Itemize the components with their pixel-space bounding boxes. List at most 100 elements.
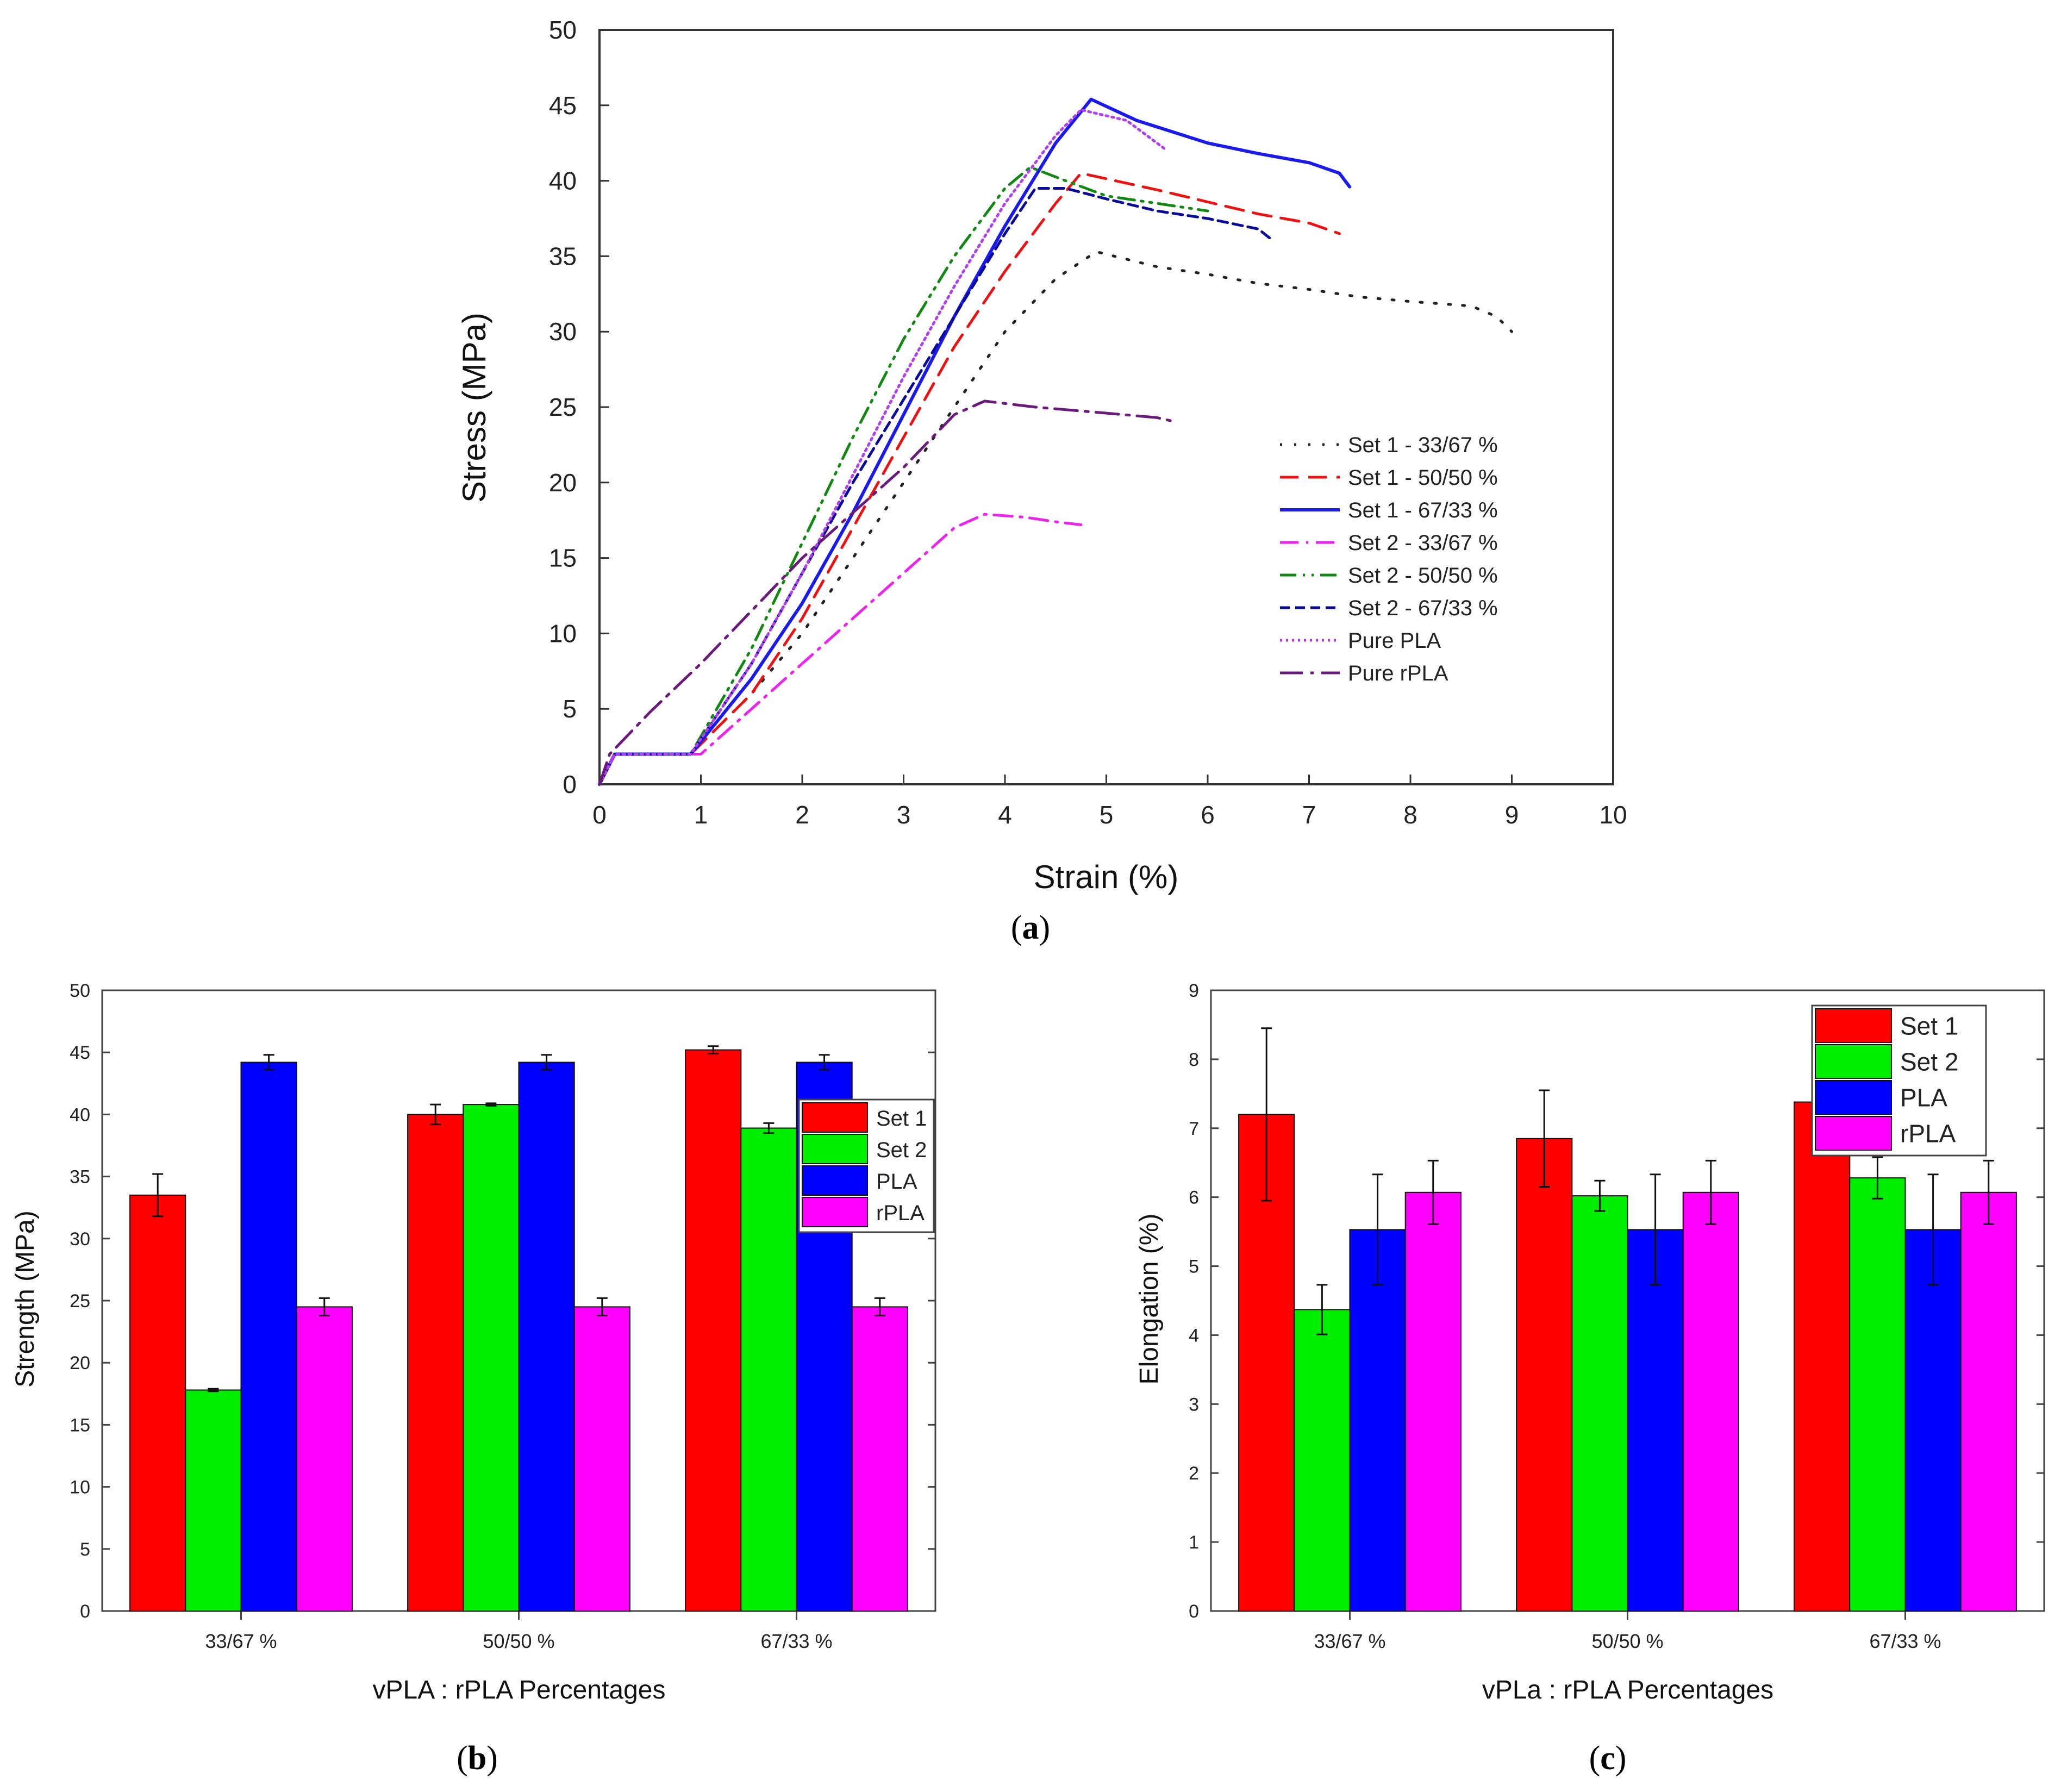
y-tick-label: 30 xyxy=(549,317,577,346)
legend-swatch-set-1 xyxy=(802,1102,868,1133)
legend-label: Pure PLA xyxy=(1348,629,1441,653)
legend-label: PLA xyxy=(1900,1084,1947,1112)
y-tick-label: 10 xyxy=(549,619,577,647)
y-tick-label: 7 xyxy=(1189,1119,1199,1139)
y-tick-label: 50 xyxy=(70,981,90,1001)
x-tick-label: 1 xyxy=(694,801,708,829)
y-tick-label: 5 xyxy=(563,695,577,723)
bar-rpla xyxy=(1682,1191,1739,1612)
x-category-label: 50/50 % xyxy=(483,1630,554,1652)
y-tick-label: 3 xyxy=(1189,1394,1199,1415)
y-tick-label: 35 xyxy=(70,1167,90,1188)
y-tick-label: 25 xyxy=(70,1291,90,1312)
series-line-1 xyxy=(598,250,1513,786)
bar-rpla xyxy=(1960,1191,2017,1612)
y-tick-label: 8 xyxy=(1189,1050,1199,1070)
panel-c-x-axis-label: vPLa : rPLA Percentages xyxy=(1482,1676,1773,1704)
legend-swatch-pla xyxy=(1815,1080,1892,1115)
x-tick-label: 6 xyxy=(1201,801,1215,829)
x-tick-label: 7 xyxy=(1302,801,1316,829)
legend-label: Set 1 xyxy=(876,1107,927,1131)
panel-b-legend: Set 1 Set 2 PLA rPLA xyxy=(798,1098,935,1233)
legend-label: Set 2 - 50/50 % xyxy=(1348,564,1498,588)
bar-set-1 xyxy=(129,1194,186,1612)
panel-b-x-axis-label: vPLA : rPLA Percentages xyxy=(373,1676,666,1704)
legend-label: Set 1 - 33/67 % xyxy=(1348,433,1498,457)
bar-set-2 xyxy=(740,1127,797,1612)
bar-set-2 xyxy=(185,1389,242,1612)
bar-set-1 xyxy=(1794,1101,1851,1612)
series-line-8 xyxy=(598,399,1179,786)
legend-label: rPLA xyxy=(1900,1120,1956,1148)
panel-a-y-axis-label: Stress (MPa) xyxy=(456,313,492,503)
x-category-label: 50/50 % xyxy=(1591,1630,1663,1652)
y-tick-label: 45 xyxy=(549,91,577,120)
x-tick-label: 3 xyxy=(897,801,911,829)
bar-pla xyxy=(240,1062,297,1612)
legend-label: Set 1 xyxy=(1900,1012,1958,1040)
legend-swatch-rpla xyxy=(1815,1116,1892,1151)
panel-a-caption: (a) xyxy=(1011,909,1050,946)
y-tick-label: 50 xyxy=(549,16,577,44)
legend-label: Set 2 xyxy=(876,1138,927,1162)
panel-b-caption: (b) xyxy=(457,1740,498,1777)
y-tick-label: 40 xyxy=(70,1104,90,1125)
bar-set-1 xyxy=(1516,1138,1573,1612)
y-tick-label: 15 xyxy=(549,544,577,572)
series-line-4 xyxy=(598,513,1083,786)
bar-pla xyxy=(1904,1229,1962,1612)
bar-pla xyxy=(1627,1229,1684,1612)
y-tick-label: 0 xyxy=(80,1601,90,1622)
y-tick-label: 20 xyxy=(549,469,577,497)
y-tick-label: 4 xyxy=(1189,1325,1199,1346)
legend-swatch-set-1 xyxy=(1815,1008,1892,1043)
y-tick-label: 1 xyxy=(1189,1532,1199,1553)
x-tick-label: 8 xyxy=(1403,801,1417,829)
bar-set-2 xyxy=(1294,1309,1351,1612)
x-tick-label: 5 xyxy=(1100,801,1114,829)
legend-swatch-set-2 xyxy=(802,1134,868,1164)
y-tick-label: 2 xyxy=(1189,1463,1199,1484)
panel-c-caption: (c) xyxy=(1589,1740,1627,1777)
y-tick-label: 30 xyxy=(70,1229,90,1250)
panel-b-y-axis-label: Strength (MPa) xyxy=(11,1210,40,1387)
x-category-label: 67/33 % xyxy=(1869,1630,1941,1652)
bar-rpla xyxy=(1404,1191,1462,1612)
x-tick-label: 2 xyxy=(795,801,809,829)
y-tick-label: 5 xyxy=(1189,1257,1199,1277)
y-tick-label: 20 xyxy=(70,1353,90,1373)
y-tick-label: 9 xyxy=(1189,981,1199,1001)
bar-set-2 xyxy=(1571,1195,1628,1612)
y-tick-label: 0 xyxy=(1189,1601,1199,1622)
y-tick-label: 5 xyxy=(80,1539,90,1560)
x-category-label: 33/67 % xyxy=(1314,1630,1385,1652)
y-tick-label: 10 xyxy=(70,1477,90,1498)
legend-swatch-set-2 xyxy=(1815,1044,1892,1079)
x-tick-label: 9 xyxy=(1505,801,1519,829)
x-category-label: 67/33 % xyxy=(760,1630,832,1652)
y-tick-label: 25 xyxy=(549,393,577,421)
legend-swatch-pla xyxy=(802,1165,868,1196)
x-tick-label: 4 xyxy=(998,801,1012,829)
legend-label: Set 1 - 67/33 % xyxy=(1348,498,1498,522)
panel-c-elongation-bar-chart: 0 1 2 3 4 5 6 7 8 9 33/67 % 50/50 % 67/33 % vPLa : r… xyxy=(1135,981,2045,1777)
y-tick-label: 15 xyxy=(70,1415,90,1435)
panel-c-y-axis-label: Elongation (%) xyxy=(1135,1214,1164,1385)
bar-rpla xyxy=(296,1306,353,1612)
bar-rpla xyxy=(573,1306,630,1612)
y-tick-label: 45 xyxy=(70,1042,90,1063)
y-tick-label: 35 xyxy=(549,242,577,270)
panel-a-x-axis-label: Strain (%) xyxy=(1034,859,1179,895)
legend-label: Set 2 - 67/33 % xyxy=(1348,596,1498,620)
legend-label: Set 2 xyxy=(1900,1048,1958,1076)
legend-label: rPLA xyxy=(876,1201,925,1225)
bar-set-2 xyxy=(1849,1177,1906,1612)
panel-b-strength-bar-chart: 0 5 10 15 20 25 30 35 40 45 50 33/67 % 50/50 % 67/33 … xyxy=(11,981,936,1777)
x-tick-label: 10 xyxy=(1599,801,1627,829)
y-tick-label: 6 xyxy=(1189,1188,1199,1208)
panel-a-legend: Set 1 - 33/67 % Set 1 - 50/50 % Set 1 - 67… xyxy=(1280,433,1498,685)
legend-swatch-rpla xyxy=(802,1197,868,1227)
panel-c-legend: Set 1 Set 2 PLA rPLA xyxy=(1811,1004,1987,1157)
